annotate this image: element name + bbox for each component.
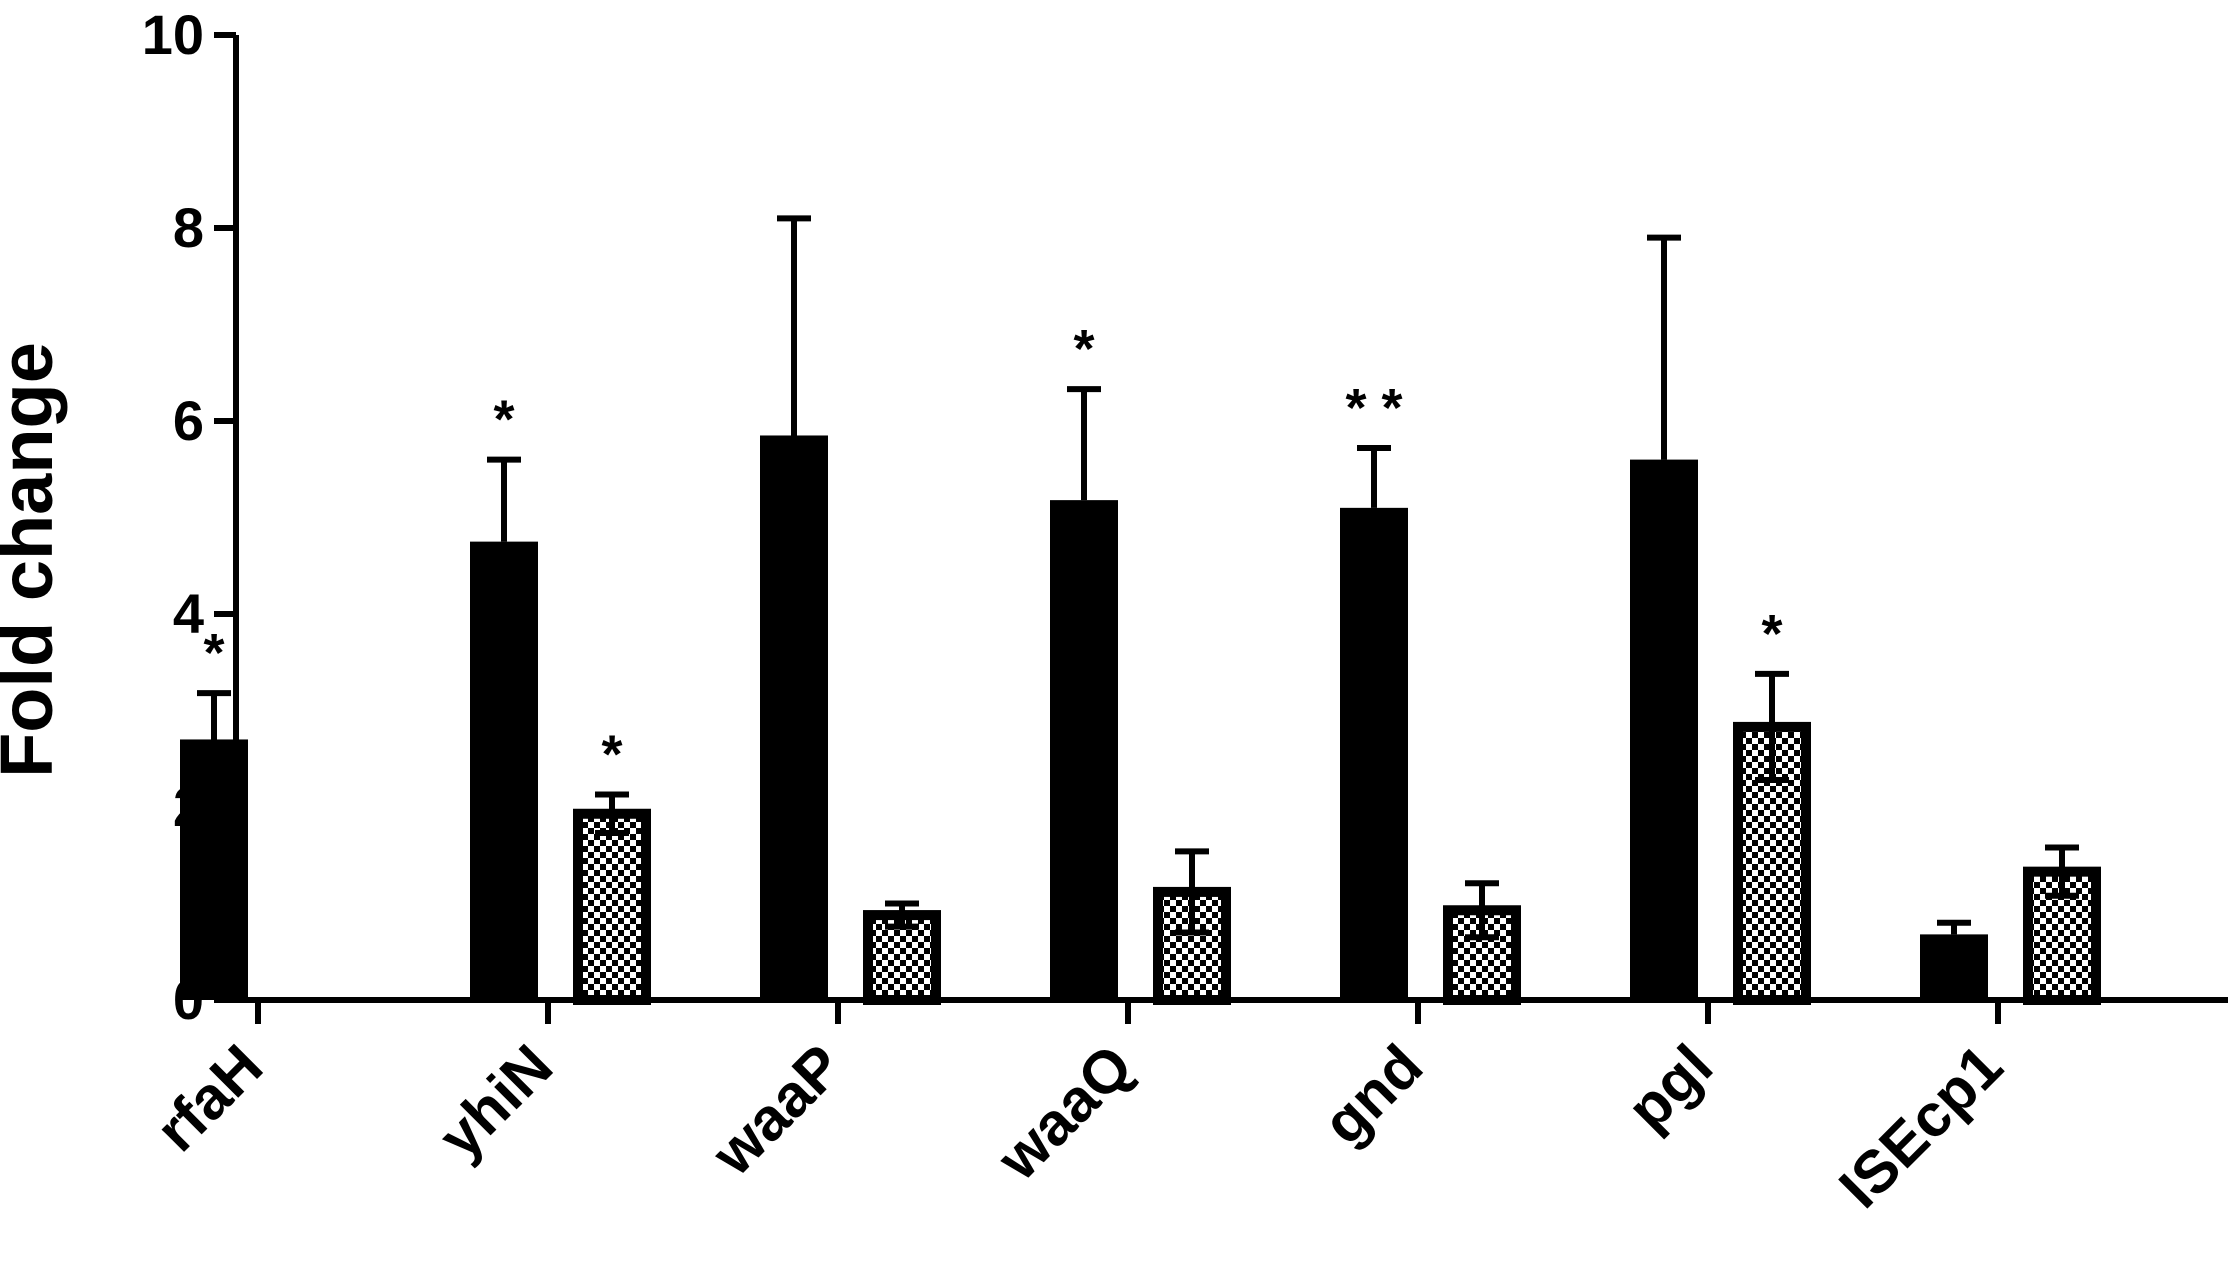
bar-waaP-solid xyxy=(760,435,828,1001)
y-axis-label: Fold change xyxy=(0,342,68,778)
bar-gnd-solid xyxy=(1340,507,1408,1000)
bar-ISEcp1-solid xyxy=(1920,934,1988,1000)
bar-rfaH-solid xyxy=(180,739,248,1000)
bar-waaQ-solid xyxy=(1050,500,1118,1000)
x-tick-label: gnd xyxy=(1310,1032,1435,1157)
y-tick-label: 6 xyxy=(173,389,204,452)
x-tick-label: rfaH xyxy=(143,1032,275,1164)
bars xyxy=(180,435,2101,1006)
y-tick-labels: 0 2 4 6 8 10 xyxy=(142,3,204,1031)
y-axis-label-group: Fold change xyxy=(0,342,68,778)
y-tick-label: 8 xyxy=(173,196,204,259)
x-tick-label: waaQ xyxy=(984,1032,1145,1193)
significance-marker: * xyxy=(203,623,224,683)
y-tick-label: 4 xyxy=(173,582,204,645)
x-tick-label: pgl xyxy=(1614,1032,1725,1143)
significance-annotations: * * * * * * * xyxy=(203,319,1782,784)
significance-marker: * xyxy=(493,390,514,450)
significance-marker: * xyxy=(601,724,622,784)
x-tick-label: ISEcp1 xyxy=(1826,1032,2015,1221)
significance-marker: * * xyxy=(1345,378,1402,438)
y-tick-label: 2 xyxy=(173,775,204,838)
significance-marker: * xyxy=(1073,319,1094,379)
bar-yhiN-solid xyxy=(470,541,538,1000)
error-bars xyxy=(197,215,2079,941)
bar-pgl-solid xyxy=(1630,459,1698,1001)
x-tick-label: waaP xyxy=(699,1032,856,1189)
significance-marker: * xyxy=(1761,604,1782,664)
y-tick-label: 0 xyxy=(173,968,204,1031)
x-tick-label: yhiN xyxy=(426,1032,565,1171)
y-tick-label: 10 xyxy=(142,3,204,66)
x-tick-labels: rfaH yhiN waaP waaQ gnd pgl ISEcp1 xyxy=(143,1032,2015,1221)
bar-yhiN-checkered xyxy=(573,808,651,1005)
